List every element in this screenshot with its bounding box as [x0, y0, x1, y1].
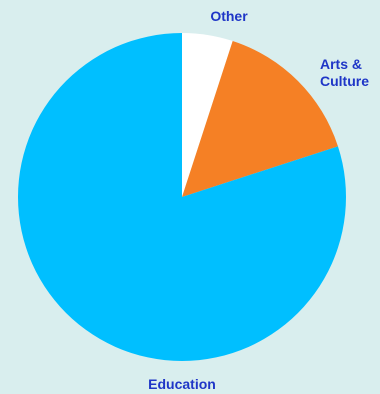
slice-label-arts-culture: Arts & Culture [320, 56, 369, 89]
pie-slice-education [17, 33, 346, 361]
slice-label-education: Education [148, 376, 216, 392]
pie-slices [17, 33, 346, 361]
pie-slice-arts-culture [182, 41, 338, 197]
pie-slice-other [182, 33, 233, 197]
pie-labels: Other Arts & Culture Education [148, 8, 369, 392]
slice-label-other: Other [210, 8, 248, 24]
